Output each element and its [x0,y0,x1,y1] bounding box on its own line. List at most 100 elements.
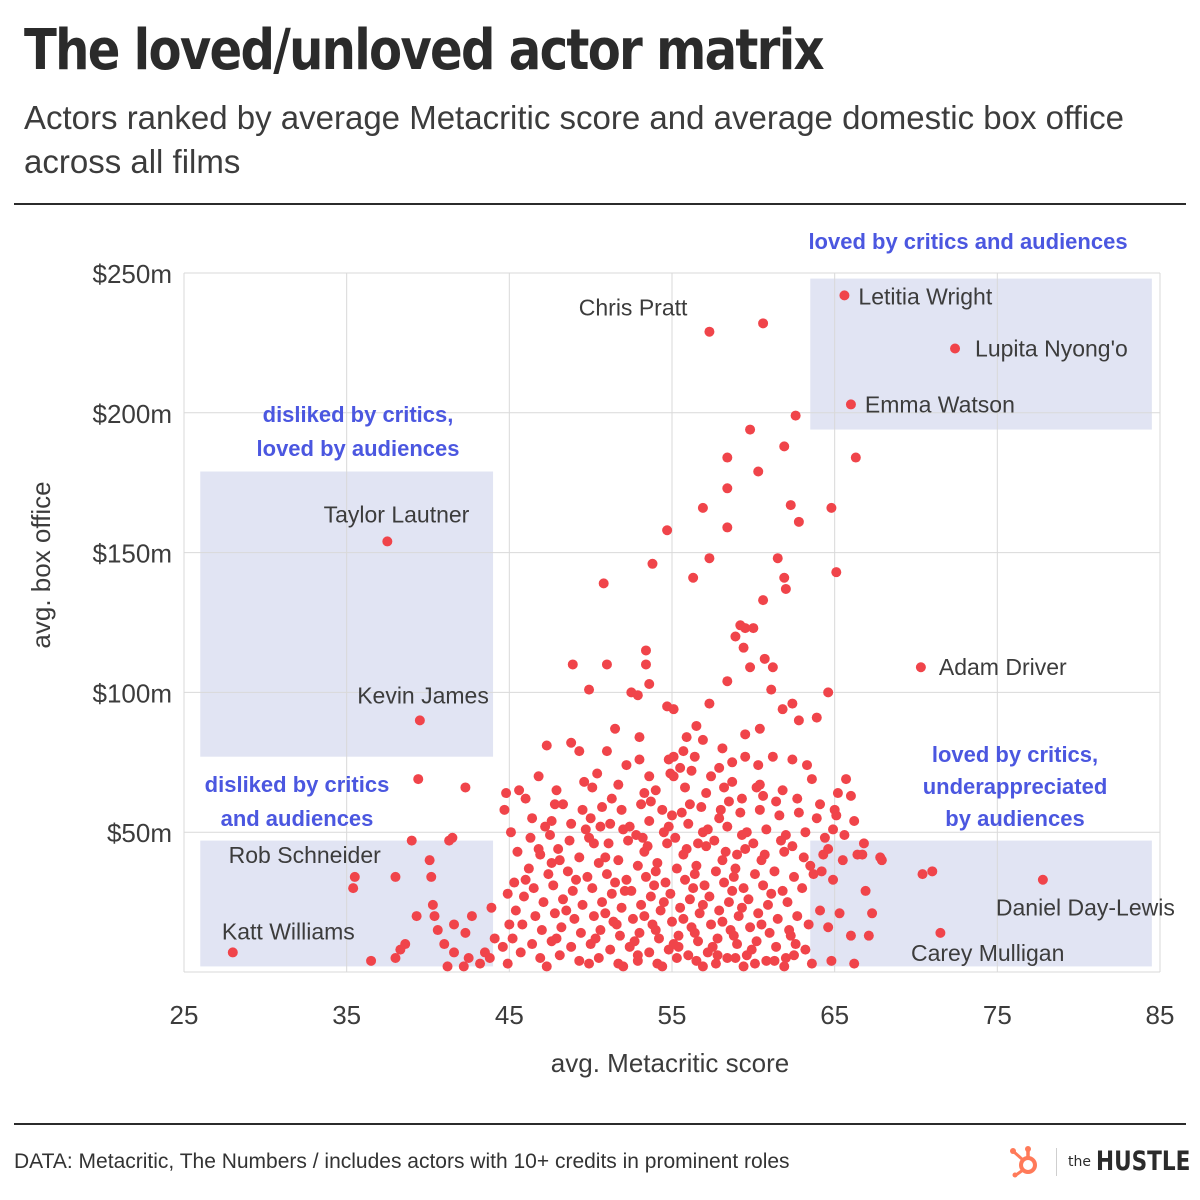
data-point [811,712,822,723]
data-point [834,908,845,919]
data-point [475,958,486,969]
data-point [567,885,578,896]
source-note: DATA: Metacritic, The Numbers / includes… [14,1150,790,1173]
region-box-0 [810,278,1152,430]
data-point [704,553,715,564]
data-point [740,729,751,740]
data-point [699,880,710,891]
data-point [634,927,645,938]
data-point [697,734,708,745]
data-point-labeled [227,947,238,958]
the-hustle-logo[interactable]: the HUSTLE [1008,1140,1191,1188]
data-point-labeled [845,399,856,410]
data-point [577,804,588,815]
data-point [706,919,717,930]
data-point [800,827,811,838]
x-tick-label: 55 [658,1000,687,1030]
data-point [644,679,655,690]
data-point [758,790,769,801]
data-point [696,802,707,813]
data-point [645,891,656,902]
data-point [697,827,708,838]
data-point [831,567,842,578]
data-point [447,832,458,843]
data-point [623,835,634,846]
data-point [616,804,627,815]
actor-label: Kevin James [357,682,489,708]
data-point [793,715,804,726]
data-point [505,827,516,838]
data-point [839,829,850,840]
data-point [745,922,756,933]
data-point [697,502,708,513]
data-point [808,869,819,880]
data-point [688,883,699,894]
data-point [782,897,793,908]
data-point [717,916,728,927]
data-point [665,888,676,899]
data-point [566,941,577,952]
data-point [566,818,577,829]
data-point [860,885,871,896]
data-point [764,927,775,938]
data-point [611,919,622,930]
data-point [694,908,705,919]
data-point-labeled [382,536,393,547]
data-point [777,785,788,796]
data-point [722,483,733,494]
data-point [466,911,477,922]
data-point [730,863,741,874]
data-point [671,863,682,874]
data-point [751,936,762,947]
data-point [670,832,681,843]
data-point [779,441,790,452]
data-point [427,899,438,910]
region-label-underappreciated-line: underappreciated [923,774,1108,799]
data-point [852,849,863,860]
data-point [662,525,673,536]
data-point [479,947,490,958]
data-point [551,933,562,944]
data-point [785,500,796,511]
region-label-disliked-critics-line: disliked by critics, [263,402,454,427]
data-point [719,782,730,793]
data-point [528,883,539,894]
data-point [749,869,760,880]
data-point [746,944,757,955]
data-point [566,737,577,748]
data-point [593,953,604,964]
data-point [601,746,612,757]
data-point [761,955,772,966]
data-point [517,919,528,930]
data-point [756,919,767,930]
data-point [680,874,691,885]
data-point [390,871,401,882]
data-point [802,760,813,771]
data-point [613,779,624,790]
data-point [545,829,555,840]
data-point [606,888,617,899]
data-point [449,919,460,930]
data-point [771,796,782,807]
data-point [832,788,843,799]
data-point [598,578,609,589]
data-point [722,953,733,964]
data-point [650,866,661,877]
data-point [533,843,544,854]
data-point [541,740,552,751]
data-point [678,913,689,924]
data-point [601,869,612,880]
data-point [502,888,513,899]
data-point [816,866,827,877]
data-point [463,953,474,964]
data-point [665,768,676,779]
data-point [553,843,564,854]
data-point [754,723,765,734]
data-point [571,874,582,885]
data-point [577,899,588,910]
y-axis-label: avg. box office [26,481,56,648]
x-tick-label: 65 [820,1000,849,1030]
data-point [691,955,702,966]
data-point [676,807,687,818]
data-point [600,852,611,863]
